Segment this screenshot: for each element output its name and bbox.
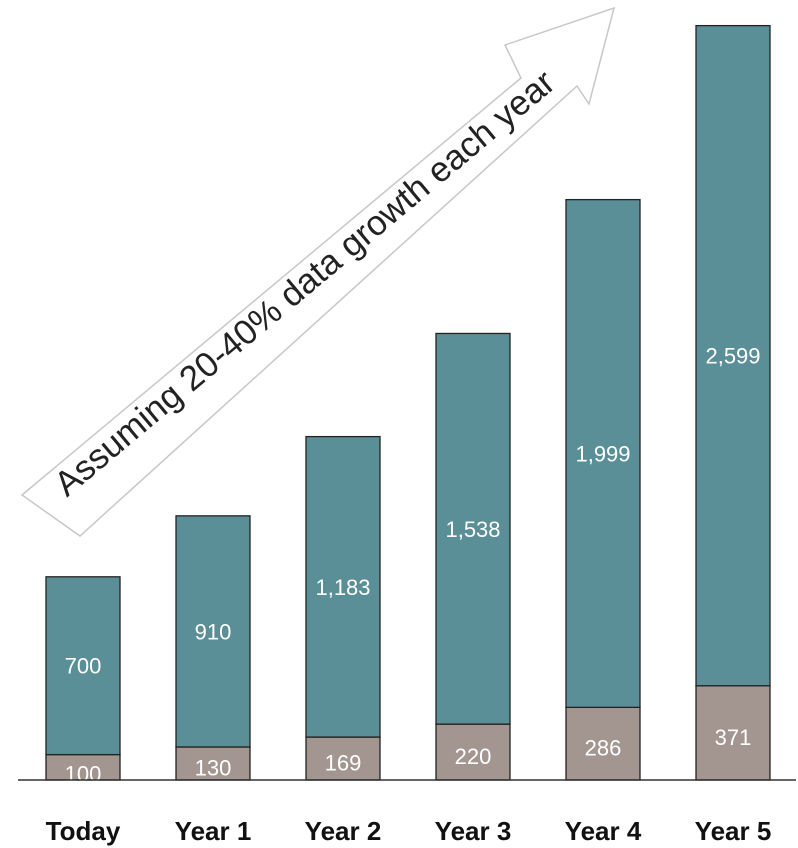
bar-value-label: 1,999 [575, 441, 630, 466]
bar-value-label: 100 [65, 761, 102, 786]
bar-segment-growth-1 [175, 515, 251, 748]
bar-segment-base-1 [175, 746, 251, 781]
category-label: Year 5 [695, 816, 772, 846]
bar-value-label: 1,538 [445, 517, 500, 542]
bar-value-label: 286 [585, 736, 622, 761]
bar-segment-growth-2 [305, 435, 381, 738]
category-label: Today [46, 816, 121, 846]
bar-value-label: 1,183 [315, 575, 370, 600]
category-label: Year 3 [435, 816, 512, 846]
bar-segment-growth-0 [45, 576, 121, 756]
bar-value-label: 910 [195, 619, 232, 644]
bar-segment-base-3 [435, 723, 511, 781]
bar-segment-growth-5 [695, 24, 771, 687]
category-label: Year 4 [565, 816, 642, 846]
bar-value-label: 130 [195, 755, 232, 780]
bar-segment-base-2 [305, 736, 381, 781]
bar-segment-base-5 [695, 685, 771, 781]
bar-segment-base-4 [565, 706, 641, 781]
bars: 100 700 130 910 169 1,183 220 1,538 286 1,999 371 2… [45, 24, 771, 786]
category-label: Year 2 [305, 816, 382, 846]
bar-value-label: 169 [325, 751, 362, 776]
category-labels: Today Year 1 Year 2 Year 3 Year 4 Year 5 [46, 816, 772, 846]
bar-segment-growth-4 [565, 198, 641, 709]
bar-value-label: 220 [455, 744, 492, 769]
bar-value-label: 2,599 [705, 344, 760, 369]
growth-arrow-shape [20, 6, 616, 537]
bar-value-label: 700 [65, 654, 102, 679]
bar-value-label: 371 [715, 725, 752, 750]
category-label: Year 1 [175, 816, 252, 846]
bar-segment-base-0 [45, 753, 121, 781]
bar-segment-growth-3 [435, 332, 511, 725]
